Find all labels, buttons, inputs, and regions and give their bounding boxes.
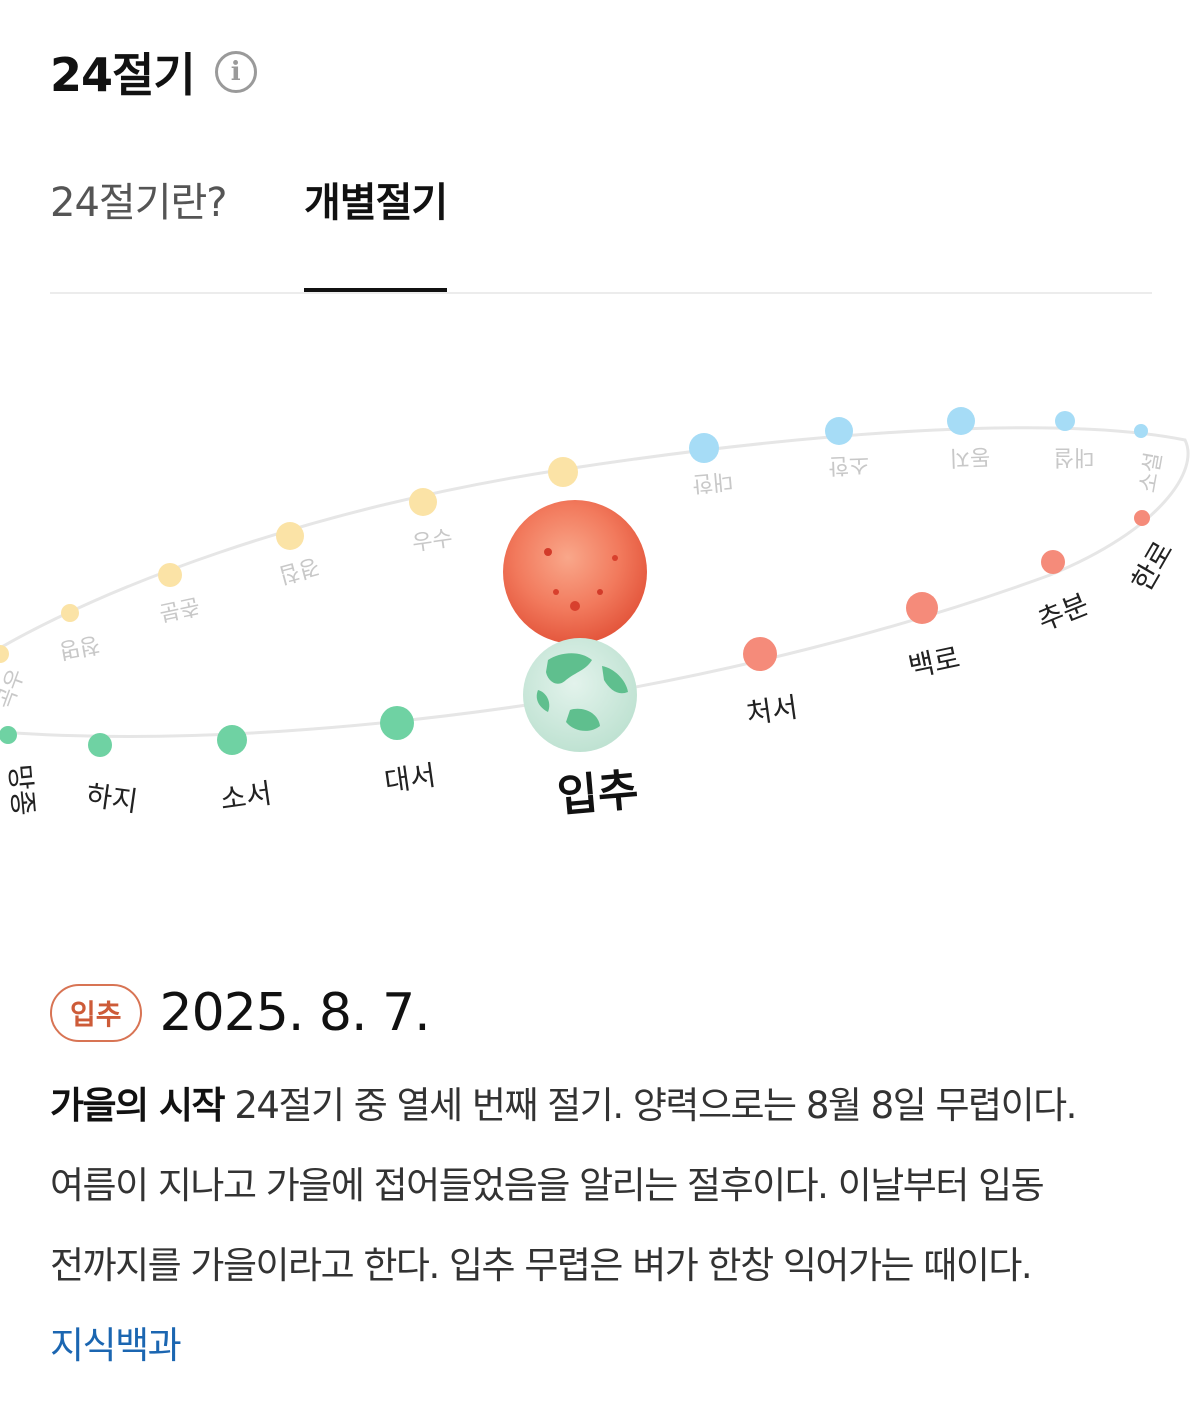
solar-term-orbit: 곡우청명춘분경칩우수입춘대한소한동지대설소설 망종하지소서대서처서백로추분한로 … (0, 330, 1200, 890)
term-label: 경칩 (276, 552, 322, 587)
term-dot[interactable] (548, 457, 578, 487)
term-dot[interactable] (1055, 411, 1075, 431)
term-label: 망종 (3, 763, 40, 817)
orbit-diagram: 곡우청명춘분경칩우수입춘대한소한동지대설소설 망종하지소서대서처서백로추분한로 … (0, 407, 1190, 823)
term-label: 우수 (411, 526, 455, 556)
term-label: 소서 (218, 777, 274, 817)
source-link[interactable]: 지식백과 (50, 1324, 182, 1367)
term-description: 24절기 중 열세 번째 절기. 양력으로는 8월 8일 무렵이다. 여름이 지… (50, 1084, 1077, 1287)
tab-about-24-terms[interactable]: 24절기란? (50, 180, 228, 226)
term-dot[interactable] (825, 417, 853, 445)
term-label: 추분 (1033, 588, 1093, 638)
front-term-2[interactable]: 하지 (84, 733, 140, 818)
term-badge: 입추 (50, 984, 142, 1042)
header: 24절기 i (50, 40, 257, 104)
front-term-6[interactable]: 백로 (905, 592, 963, 684)
term-dot[interactable] (61, 604, 79, 622)
term-label: 곡우 (0, 666, 30, 713)
term-detail: 입추 2025. 8. 7. 가을의 시작 24절기 중 열세 번째 절기. 양… (50, 980, 1150, 1386)
term-subtitle: 가을의 시작 (50, 1084, 226, 1127)
back-term-4[interactable]: 경칩 (276, 522, 322, 587)
front-term-5[interactable]: 처서 (743, 637, 800, 730)
term-label: 대한 (691, 467, 734, 495)
term-label: 청명 (57, 631, 101, 663)
term-label: 춘분 (157, 592, 202, 625)
term-dot[interactable] (0, 645, 9, 663)
term-label: 한로 (1125, 536, 1179, 597)
back-term-2[interactable]: 청명 (57, 604, 101, 662)
term-label: 소한 (828, 451, 869, 477)
term-label: 소설 (1136, 451, 1168, 495)
term-dot[interactable] (0, 726, 17, 744)
back-term-5[interactable]: 우수 (409, 488, 454, 557)
front-term-8[interactable]: 한로 (1125, 510, 1180, 597)
term-dot[interactable] (88, 733, 112, 757)
term-dot[interactable] (380, 706, 414, 740)
term-date: 2025. 8. 7. (159, 983, 431, 1043)
sun-icon (503, 500, 647, 644)
back-term-8[interactable]: 소한 (825, 417, 870, 478)
term-dot[interactable] (1041, 550, 1065, 574)
term-label: 대서 (382, 759, 438, 799)
earth-icon (523, 638, 637, 752)
back-term-1[interactable]: 곡우 (0, 645, 30, 712)
term-dot[interactable] (158, 563, 182, 587)
term-dot[interactable] (217, 725, 247, 755)
term-label: 처서 (744, 691, 800, 731)
front-term-1[interactable]: 망종 (0, 726, 40, 817)
term-label: 동지 (949, 443, 990, 469)
orbit-path (0, 426, 1190, 738)
info-icon[interactable]: i (214, 51, 257, 93)
term-dot[interactable] (689, 433, 719, 463)
page-title: 24절기 (50, 48, 196, 102)
back-term-3[interactable]: 춘분 (157, 563, 202, 625)
term-dot[interactable] (409, 488, 437, 516)
front-term-7[interactable]: 추분 (1033, 550, 1093, 637)
tab-individual-terms[interactable]: 개별절기 (304, 170, 448, 292)
term-dot[interactable] (1134, 424, 1148, 438)
term-dot[interactable] (276, 522, 304, 550)
front-term-3[interactable]: 소서 (217, 725, 274, 816)
term-description-block: 가을의 시작 24절기 중 열세 번째 절기. 양력으로는 8월 8일 무렵이다… (50, 1066, 1150, 1386)
term-label: 하지 (84, 779, 140, 819)
back-term-7[interactable]: 대한 (689, 433, 734, 496)
term-dot[interactable] (947, 407, 975, 435)
term-dot[interactable] (906, 592, 938, 624)
term-label: 백로 (905, 641, 962, 684)
term-dot[interactable] (1134, 510, 1150, 526)
back-term-9[interactable]: 동지 (947, 407, 991, 470)
back-term-10[interactable]: 대설 (1054, 411, 1094, 469)
tab-bar: 24절기란? 개별절기 (50, 170, 1152, 294)
front-term-4[interactable]: 대서 (380, 706, 438, 798)
term-label: 대설 (1054, 444, 1094, 469)
current-term-label: 입추 (555, 765, 640, 823)
term-dot[interactable] (743, 637, 777, 671)
